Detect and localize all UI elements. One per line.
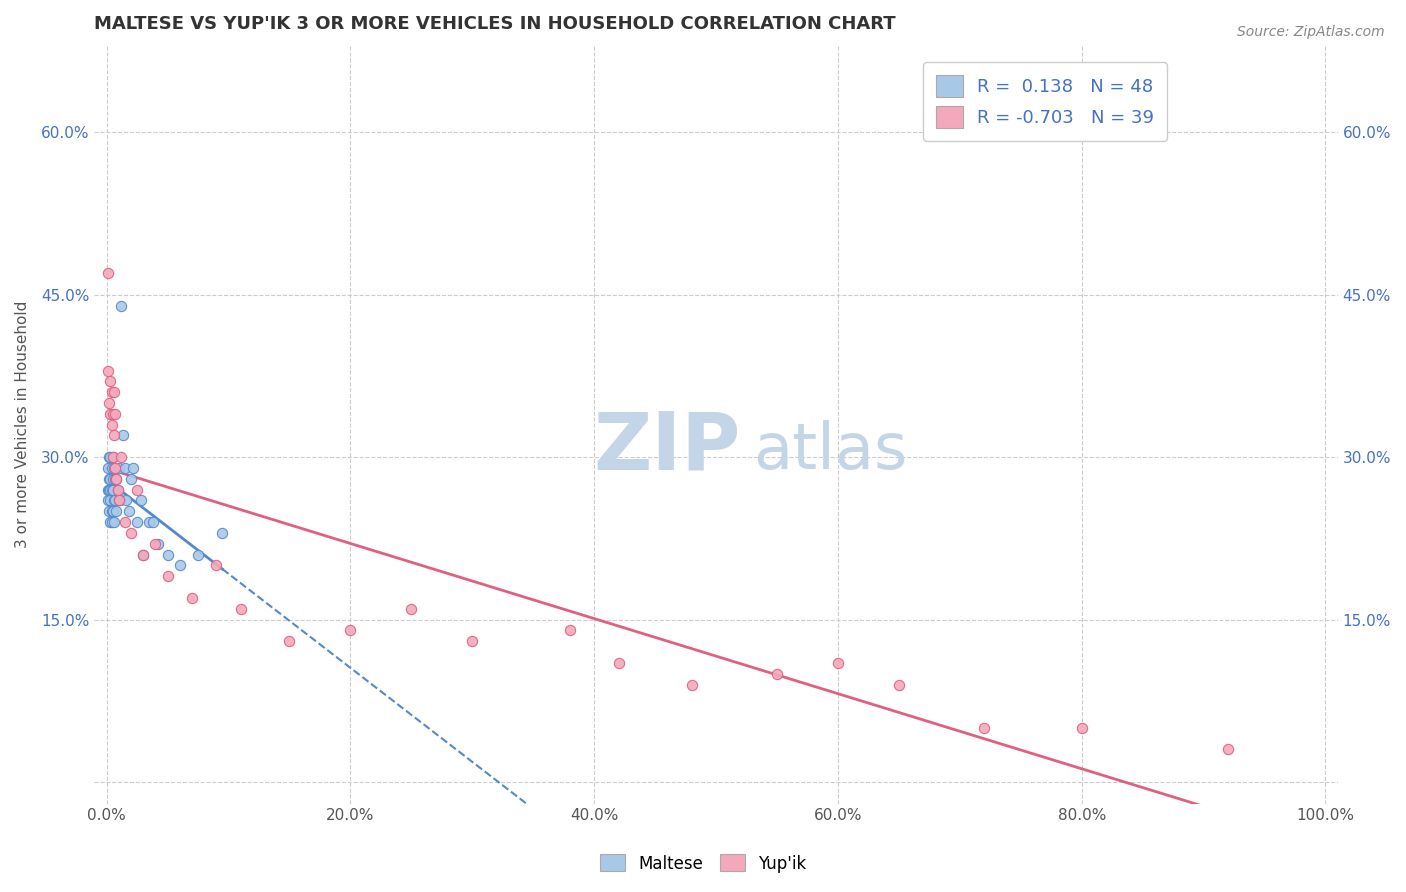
Point xyxy=(101,472,124,486)
Point xyxy=(1216,742,1239,756)
Point xyxy=(103,428,125,442)
Point xyxy=(558,624,581,638)
Point xyxy=(100,483,122,497)
Point xyxy=(105,504,128,518)
Point xyxy=(229,601,252,615)
Point xyxy=(111,428,134,442)
Text: Source: ZipAtlas.com: Source: ZipAtlas.com xyxy=(1237,25,1385,39)
Point xyxy=(108,461,131,475)
Point xyxy=(169,558,191,573)
Point xyxy=(98,472,121,486)
Point xyxy=(105,472,128,486)
Point xyxy=(107,483,129,497)
Point xyxy=(1070,721,1092,735)
Point xyxy=(98,450,121,464)
Point xyxy=(98,396,121,410)
Point xyxy=(108,493,131,508)
Point xyxy=(104,493,127,508)
Point xyxy=(887,677,910,691)
Point xyxy=(156,569,179,583)
Point xyxy=(97,363,120,377)
Point xyxy=(122,461,145,475)
Point xyxy=(97,483,120,497)
Point xyxy=(132,548,155,562)
Point xyxy=(187,548,209,562)
Point xyxy=(97,493,120,508)
Point xyxy=(205,558,228,573)
Y-axis label: 3 or more Vehicles in Household: 3 or more Vehicles in Household xyxy=(15,301,30,549)
Text: MALTESE VS YUP'IK 3 OR MORE VEHICLES IN HOUSEHOLD CORRELATION CHART: MALTESE VS YUP'IK 3 OR MORE VEHICLES IN … xyxy=(94,15,896,33)
Point xyxy=(101,450,124,464)
Point xyxy=(101,483,124,497)
Point xyxy=(607,656,630,670)
Point xyxy=(98,472,121,486)
Point xyxy=(127,515,149,529)
Point xyxy=(100,461,122,475)
Point xyxy=(98,483,121,497)
Text: atlas: atlas xyxy=(754,420,908,483)
Point xyxy=(101,504,124,518)
Point xyxy=(156,548,179,562)
Point xyxy=(101,407,124,421)
Point xyxy=(114,515,136,529)
Point xyxy=(97,266,120,280)
Point xyxy=(108,493,131,508)
Point xyxy=(100,515,122,529)
Point xyxy=(105,472,128,486)
Point xyxy=(98,375,121,389)
Point xyxy=(104,472,127,486)
Point xyxy=(120,472,142,486)
Point xyxy=(339,624,361,638)
Point xyxy=(97,461,120,475)
Point xyxy=(98,504,121,518)
Point xyxy=(108,493,131,508)
Point xyxy=(98,483,121,497)
Point xyxy=(110,299,132,313)
Point xyxy=(103,515,125,529)
Point xyxy=(103,385,125,400)
Point xyxy=(117,504,139,518)
Point xyxy=(401,601,423,615)
Point xyxy=(681,677,703,691)
Point xyxy=(114,461,136,475)
Point xyxy=(211,525,233,540)
Point xyxy=(766,666,789,681)
Point xyxy=(115,493,138,508)
Point xyxy=(973,721,995,735)
Point xyxy=(827,656,849,670)
Point xyxy=(138,515,160,529)
Point xyxy=(146,537,169,551)
Point xyxy=(103,461,125,475)
Point xyxy=(142,515,165,529)
Point xyxy=(278,634,301,648)
Legend: R =  0.138   N = 48, R = -0.703   N = 39: R = 0.138 N = 48, R = -0.703 N = 39 xyxy=(924,62,1167,141)
Point xyxy=(181,591,204,605)
Point xyxy=(132,548,155,562)
Point xyxy=(98,450,121,464)
Point xyxy=(145,537,167,551)
Point xyxy=(120,525,142,540)
Point xyxy=(103,493,125,508)
Point xyxy=(461,634,484,648)
Text: ZIP: ZIP xyxy=(593,409,741,486)
Point xyxy=(100,385,122,400)
Point xyxy=(98,515,121,529)
Point xyxy=(100,417,122,432)
Point xyxy=(104,407,127,421)
Point xyxy=(129,493,152,508)
Point xyxy=(107,483,129,497)
Point xyxy=(98,493,121,508)
Point xyxy=(127,483,149,497)
Legend: Maltese, Yup'ik: Maltese, Yup'ik xyxy=(593,847,813,880)
Point xyxy=(101,450,124,464)
Point xyxy=(104,461,127,475)
Point xyxy=(98,407,121,421)
Point xyxy=(100,504,122,518)
Point xyxy=(110,450,132,464)
